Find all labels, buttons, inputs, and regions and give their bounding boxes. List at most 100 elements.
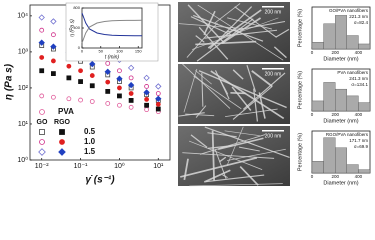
fiber [178,23,244,29]
fiber [178,112,205,117]
fiber [183,158,189,181]
point [155,101,161,107]
fiber [183,68,198,113]
hist-sd: σ=134.1 [351,82,368,87]
point [128,104,134,110]
fiber [204,29,278,39]
fiber [196,18,254,62]
x-tick-label: 400 [355,50,363,55]
fiber [195,40,257,46]
figure: 200 nm 200 nm 200 nm 10⁻² 10⁻¹ 10⁰ 10¹ 10⁰ 10¹ 10… [4,2,371,187]
x-tick-label: 10⁻² [35,163,49,170]
histogram-bar [311,161,324,174]
point [117,93,122,99]
fiber [246,65,257,92]
histogram-bar [323,82,336,112]
fiber [214,149,227,180]
point [155,83,162,90]
hist-y-label: Percentage (%) [297,71,303,109]
x-tick-label: 0 [311,174,314,179]
point [78,97,83,103]
point [39,109,45,115]
hist-sd: σ=69.9 [354,144,369,149]
scale-bar-label: 200 nm [265,71,282,77]
point [127,64,135,72]
scale-bar [262,6,284,8]
fiber [205,174,265,183]
fiber [203,10,216,36]
y-axis-label: η (Pa s) [4,63,15,100]
point [127,81,135,89]
fiber [230,91,246,95]
point [144,107,149,113]
point [144,84,149,89]
fiber [273,46,287,59]
point [39,139,45,145]
point [39,27,45,33]
legend-label: PVA [58,107,74,116]
y-tick-label: 10³ [18,49,29,56]
fiber [207,9,262,49]
fiber [227,17,273,30]
point [66,63,72,69]
point [89,60,96,68]
x-tick-label: 0 [311,50,314,55]
scale-bar [262,130,284,132]
point [105,79,111,85]
point [117,102,122,108]
point [38,39,45,46]
hist-title: GO/PVA nanofibers [329,8,369,13]
point [78,79,83,84]
point [38,14,45,21]
x-tick-label: 200 [331,112,339,117]
sem-image: 200 nm [178,126,290,187]
hist-y-label: Percentage (%) [297,133,303,171]
fiber [210,70,285,120]
fiber [193,14,264,42]
fiber [251,70,273,88]
point [50,43,57,50]
point [39,129,45,135]
point [58,148,66,156]
point [143,74,150,82]
x-tick-label: 10⁻¹ [74,163,88,170]
x-tick-label: 200 [331,174,339,179]
fiber [198,70,287,109]
x-tick-label: 100 [116,49,123,54]
fiber [238,146,260,152]
y-tick-label: 10⁴ [17,13,28,20]
fiber [224,130,260,136]
point [39,93,45,99]
histogram-bar [335,88,348,112]
fiber [222,174,228,178]
sem-image: 200 nm [178,63,290,124]
scale-bar [262,68,284,70]
fiber [195,70,212,85]
hist-mean: 171.7 nm [349,138,368,143]
fiber [242,72,286,110]
point [155,91,161,96]
x-tick-label: 50 [99,49,104,54]
point [117,85,122,91]
y-tick-label: 800 [73,5,80,10]
fiber [195,105,207,118]
point [51,58,56,64]
fiber [182,152,275,159]
point [128,98,134,103]
histogram-bar [335,147,348,174]
histogram-bar [358,169,371,174]
fiber [195,35,205,43]
fiber [219,156,227,163]
hist-title: RGO/PVA nanofibers [326,132,369,137]
y-tick-label: 10² [18,85,29,92]
point [105,60,111,66]
histogram-bar [335,15,348,50]
point [66,75,72,81]
inset-y-label: η (Pa s) [69,19,75,37]
fiber [239,165,259,186]
y-tick-label: 10⁰ [17,156,28,164]
inset-bg [65,2,159,62]
y-tick-label: 0 [78,45,81,50]
sem-photo [178,2,290,62]
legend-label: 0.5 [84,127,96,136]
